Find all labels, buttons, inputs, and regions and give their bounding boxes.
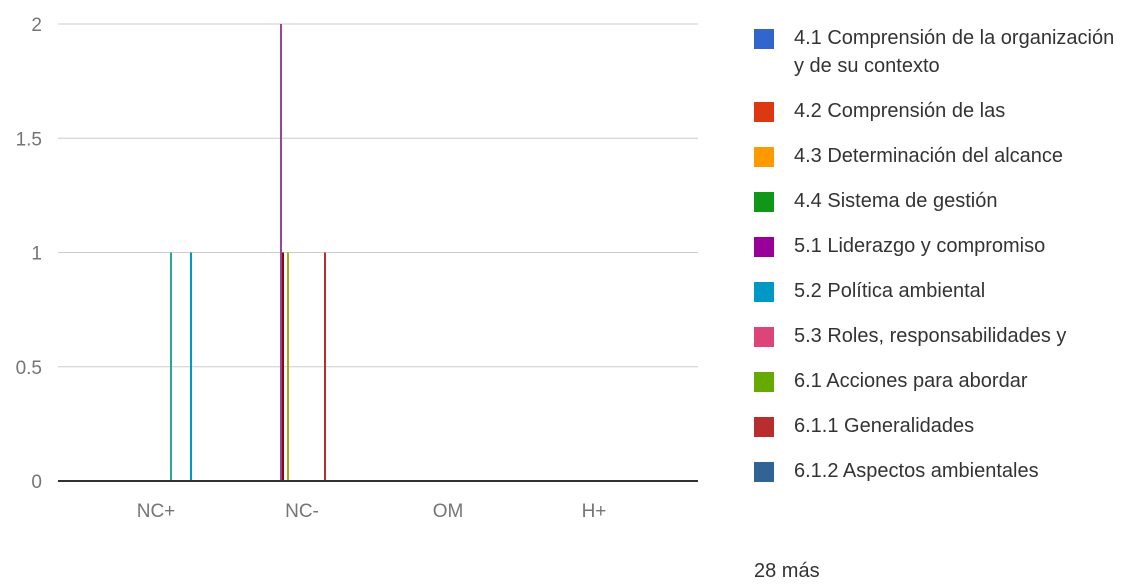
legend-swatch (754, 327, 774, 347)
x-tick-label: NC+ (137, 501, 176, 522)
legend-item[interactable]: 6.1 Acciones para abordar (754, 367, 1119, 395)
gridlines (58, 24, 698, 367)
y-tick-label: 0 (31, 472, 42, 493)
legend-item[interactable]: 4.4 Sistema de gestión (754, 187, 1119, 215)
legend-swatch (754, 102, 774, 122)
x-axis-ticks: NC+ NC- OM H+ (137, 501, 607, 522)
legend-label: 5.2 Política ambiental (794, 277, 985, 305)
legend-label: 4.2 Comprensión de las (794, 97, 1005, 125)
legend-item[interactable]: 6.1.1 Generalidades (754, 412, 1119, 440)
legend-label: 6.1 Acciones para abordar (794, 367, 1028, 395)
y-tick-label: 2 (31, 15, 42, 36)
bar[interactable] (324, 253, 326, 482)
bar[interactable] (287, 253, 289, 482)
x-tick-label: H+ (582, 501, 607, 522)
legend-item[interactable]: 5.3 Roles, responsabilidades y (754, 322, 1119, 350)
legend: 4.1 Comprensión de la organización y de … (754, 24, 1119, 502)
bar[interactable] (280, 24, 282, 481)
legend-item[interactable]: 4.2 Comprensión de las (754, 97, 1119, 125)
x-tick-label: NC- (285, 501, 319, 522)
legend-label: 6.1.1 Generalidades (794, 412, 974, 440)
legend-item[interactable]: 5.1 Liderazgo y compromiso (754, 232, 1119, 260)
legend-item[interactable]: 4.1 Comprensión de la organización y de … (754, 24, 1119, 80)
bar[interactable] (170, 253, 172, 482)
y-tick-label: 1.5 (16, 129, 42, 150)
legend-item[interactable]: 5.2 Política ambiental (754, 277, 1119, 305)
legend-swatch (754, 29, 774, 49)
y-axis-ticks: 0 0.5 1 1.5 2 (16, 15, 42, 493)
legend-label: 4.1 Comprensión de la organización y de … (794, 24, 1119, 80)
legend-swatch (754, 147, 774, 167)
legend-label: 4.3 Determinación del alcance (794, 142, 1063, 170)
bar[interactable] (282, 253, 284, 482)
legend-label: 6.1.2 Aspectos ambientales (794, 457, 1039, 485)
legend-swatch (754, 462, 774, 482)
y-tick-label: 0.5 (16, 358, 42, 379)
legend-item[interactable]: 4.3 Determinación del alcance (754, 142, 1119, 170)
bar[interactable] (190, 253, 192, 482)
legend-more[interactable]: 28 más (754, 557, 820, 585)
legend-label: 5.3 Roles, responsabilidades y (794, 322, 1066, 350)
legend-item[interactable]: 6.1.2 Aspectos ambientales (754, 457, 1119, 485)
y-tick-label: 1 (31, 244, 42, 265)
x-tick-label: OM (433, 501, 464, 522)
legend-swatch (754, 192, 774, 212)
legend-label: 5.1 Liderazgo y compromiso (794, 232, 1045, 260)
legend-swatch (754, 372, 774, 392)
legend-swatch (754, 237, 774, 257)
legend-label: 4.4 Sistema de gestión (794, 187, 997, 215)
legend-swatch (754, 282, 774, 302)
legend-swatch (754, 417, 774, 437)
